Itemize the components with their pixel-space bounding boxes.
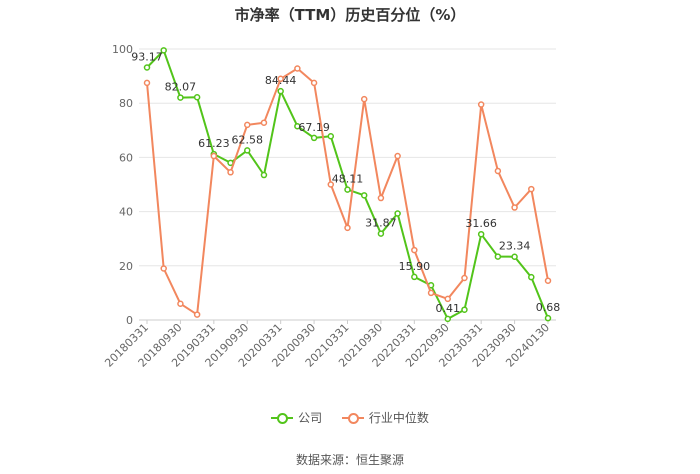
- data-point-industry: [360, 95, 368, 103]
- data-source-note: 数据来源：恒生聚源: [295, 453, 404, 467]
- y-tick-label: 20: [119, 260, 133, 273]
- data-point-industry: [193, 311, 201, 318]
- data-point-company: [511, 253, 518, 260]
- legend-swatch-company: [271, 412, 294, 424]
- data-point-industry: [427, 289, 435, 297]
- data-point-industry: [528, 185, 535, 193]
- data-label: 84.44: [265, 74, 297, 87]
- data-point-industry: [160, 265, 167, 272]
- data-label: 93.17: [131, 51, 163, 64]
- data-label: 62.58: [232, 133, 264, 146]
- data-point-industry: [411, 246, 418, 254]
- data-point-company: [444, 315, 451, 323]
- legend-item-industry[interactable]: 行业中位数: [341, 409, 429, 426]
- legend-label-industry: 行业中位数: [368, 411, 429, 425]
- data-point-company: [394, 210, 401, 217]
- y-tick-label: 0: [126, 314, 133, 327]
- data-label: 0.68: [536, 301, 561, 314]
- y-tick-label: 80: [119, 97, 133, 110]
- data-point-industry: [277, 75, 284, 83]
- data-point-industry: [511, 204, 518, 211]
- data-point-industry: [377, 194, 385, 202]
- data-label: 15.90: [399, 260, 431, 273]
- data-point-industry: [444, 295, 451, 303]
- data-label: 61.23: [198, 137, 230, 150]
- data-point-company: [528, 273, 535, 281]
- data-label: 0.41: [436, 302, 461, 315]
- data-point-industry: [394, 152, 401, 160]
- series-lines: [143, 47, 552, 323]
- data-point-company: [294, 122, 301, 130]
- data-point-company: [360, 192, 368, 199]
- data-point-company: [344, 186, 351, 193]
- data-point-company: [193, 93, 201, 101]
- data-point-industry: [177, 300, 184, 307]
- legend-label-company: 公司: [298, 411, 323, 425]
- data-point-industry: [544, 277, 552, 284]
- data-point-company: [411, 273, 418, 281]
- data-point-company: [477, 230, 485, 238]
- data-point-company: [327, 133, 335, 140]
- data-point-industry: [227, 169, 234, 176]
- data-point-company: [260, 171, 268, 179]
- data-point-company: [143, 64, 151, 71]
- data-point-industry: [477, 101, 485, 108]
- data-point-industry: [294, 65, 301, 72]
- data-label: 31.66: [465, 217, 497, 230]
- data-point-industry: [327, 181, 335, 188]
- data-point-company: [377, 230, 385, 237]
- data-label: 82.07: [165, 81, 197, 94]
- data-point-industry: [494, 167, 502, 175]
- data-label: 48.11: [332, 173, 364, 186]
- data-point-company: [461, 306, 468, 313]
- y-tick-label: 60: [119, 151, 133, 164]
- data-labels: 93.17 82.07 61.23 62.58 84.44 67.19 48.11 31.87…: [131, 51, 560, 315]
- legend-swatch-industry: [341, 412, 364, 424]
- data-point-company: [544, 314, 552, 322]
- data-point-industry: [344, 224, 351, 232]
- y-tick-label: 100: [112, 43, 133, 56]
- data-point-industry: [310, 79, 318, 87]
- data-point-company: [277, 87, 284, 95]
- data-point-industry: [210, 152, 218, 160]
- data-point-company: [177, 94, 184, 101]
- data-point-industry: [260, 119, 268, 126]
- data-label: 67.19: [298, 121, 330, 134]
- legend-item-company[interactable]: 公司: [271, 409, 322, 426]
- data-point-company: [244, 147, 251, 154]
- data-point-company: [310, 134, 318, 142]
- data-label: 31.87: [365, 217, 397, 230]
- data-point-industry: [244, 121, 251, 129]
- data-label: 23.34: [499, 240, 531, 253]
- legend: 公司 行业中位数: [0, 409, 700, 427]
- data-point-company: [494, 253, 502, 260]
- data-point-industry: [143, 79, 151, 87]
- data-point-industry: [461, 274, 468, 282]
- y-tick-label: 40: [119, 206, 133, 219]
- chart-title: 市净率（TTM）历史百分位（%）: [234, 6, 466, 24]
- data-point-company: [160, 47, 167, 54]
